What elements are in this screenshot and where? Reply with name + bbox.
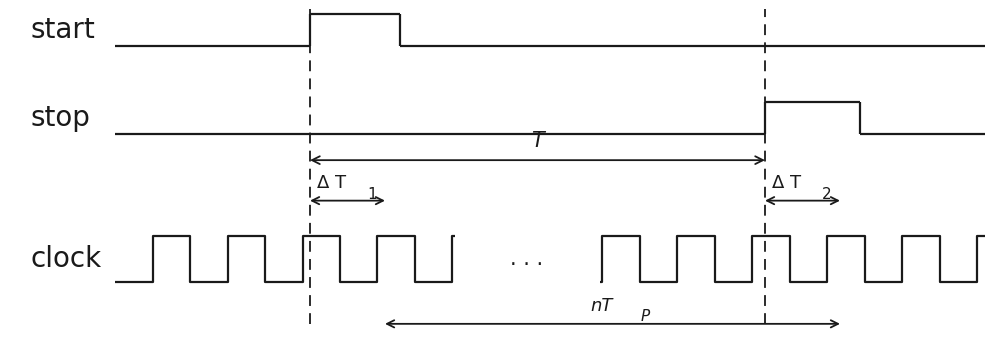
Text: P: P xyxy=(640,309,650,324)
Text: 2: 2 xyxy=(822,187,832,202)
Text: nT: nT xyxy=(591,297,613,315)
Text: stop: stop xyxy=(30,104,90,132)
Text: start: start xyxy=(30,16,95,44)
Text: clock: clock xyxy=(30,245,101,273)
Text: 1: 1 xyxy=(367,187,377,202)
Text: . . .: . . . xyxy=(510,249,544,269)
Text: $\Delta$ T: $\Delta$ T xyxy=(771,174,802,192)
Text: T: T xyxy=(531,131,543,151)
Text: $\Delta$ T: $\Delta$ T xyxy=(316,174,347,192)
